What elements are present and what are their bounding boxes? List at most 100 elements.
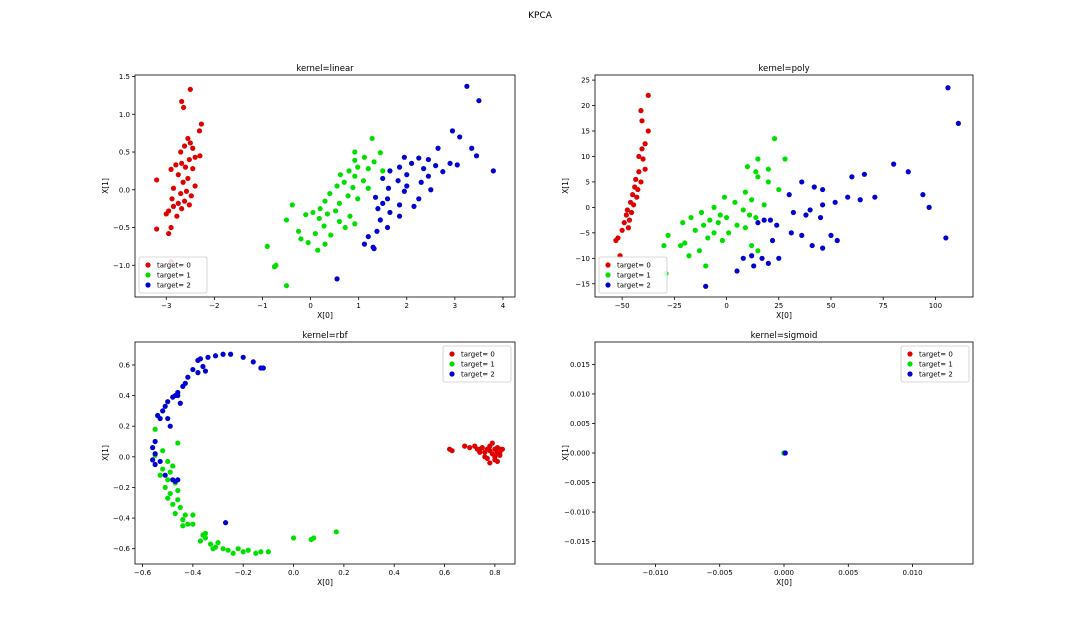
data-point: [711, 230, 717, 236]
data-point: [157, 458, 163, 465]
data-point: [295, 228, 302, 234]
data-point: [494, 458, 500, 465]
data-point: [425, 173, 432, 179]
y-tick-label: 5: [586, 178, 590, 186]
data-point: [160, 408, 166, 414]
data-point: [776, 186, 782, 193]
data-point: [197, 538, 204, 544]
data-point: [786, 192, 792, 198]
figure-suptitle: KPCA: [528, 11, 553, 21]
y-tick-label: −10: [575, 255, 590, 263]
y-tick-label: 15: [581, 128, 590, 136]
data-point: [623, 212, 629, 218]
data-point: [905, 169, 911, 175]
data-point: [707, 217, 713, 223]
data-point: [799, 232, 805, 238]
data-point: [920, 192, 926, 198]
data-point: [177, 504, 183, 510]
data-point: [154, 177, 160, 183]
data-point: [181, 198, 188, 204]
data-point: [162, 484, 168, 491]
data-point: [700, 222, 707, 228]
data-point: [809, 242, 815, 249]
data-point: [185, 175, 191, 182]
data-point: [180, 383, 186, 389]
data-point: [347, 213, 353, 219]
data-point: [317, 206, 323, 212]
data-point: [334, 183, 340, 189]
data-point: [811, 184, 817, 190]
data-point: [454, 162, 460, 168]
data-point: [175, 497, 181, 503]
y-tick-label: 1.5: [119, 73, 130, 81]
data-point: [322, 241, 328, 247]
x-tick-label: 50: [827, 302, 836, 310]
data-point: [375, 206, 381, 212]
data-point: [170, 501, 176, 507]
data-point: [298, 236, 304, 242]
data-point: [321, 223, 327, 229]
data-point: [361, 154, 368, 160]
legend-marker: [605, 282, 611, 288]
legend-marker: [145, 262, 151, 268]
x-tick-label: −0.4: [184, 569, 202, 577]
legend-label: target= 2: [157, 282, 191, 290]
data-point: [872, 194, 878, 200]
data-point: [489, 440, 495, 446]
data-point: [178, 190, 184, 197]
data-point: [168, 166, 174, 172]
legend-box: [598, 256, 668, 294]
series-target-2: [782, 450, 788, 456]
panel-title: kernel=rbf: [302, 331, 348, 341]
x-tick-label: 0.6: [439, 569, 451, 577]
data-point: [385, 185, 392, 191]
data-point: [166, 230, 172, 237]
data-point: [380, 200, 386, 206]
data-point: [774, 222, 780, 228]
data-point: [945, 85, 951, 91]
data-point: [642, 141, 648, 147]
data-point: [416, 196, 422, 202]
panel-rbf: kernel=rbf −0.6 −0.4 −0.2 0.0 0.2 0.4 0.6 0.8 −0.…: [101, 331, 516, 587]
data-point: [636, 153, 642, 160]
data-point: [799, 179, 805, 185]
data-point: [734, 222, 740, 228]
data-point: [926, 204, 932, 210]
data-point: [283, 283, 290, 289]
data-point: [196, 128, 203, 134]
panel-linear: kernel=linear −3 −2 −1 0 1 2 3 4 −1.0 −0.5 0.0 0.5 1.…: [101, 64, 516, 320]
data-point: [832, 199, 838, 205]
data-point: [187, 140, 193, 146]
data-point: [411, 203, 417, 209]
data-point: [372, 194, 379, 200]
data-point: [180, 523, 186, 529]
data-point: [180, 104, 187, 111]
data-point: [645, 92, 651, 98]
legend-marker: [449, 351, 455, 357]
data-point: [625, 225, 632, 231]
data-point: [782, 156, 788, 162]
data-point: [395, 178, 401, 184]
data-point: [749, 197, 755, 203]
y-tick-label: 25: [581, 77, 590, 85]
data-point: [703, 283, 709, 289]
data-point: [154, 226, 160, 232]
data-point: [635, 186, 641, 193]
data-point: [185, 135, 191, 142]
data-point: [749, 253, 755, 259]
y-axis-label: X[1]: [101, 445, 110, 461]
data-point: [640, 156, 646, 162]
data-point: [761, 202, 767, 208]
data-point: [369, 135, 375, 142]
data-point: [387, 209, 393, 216]
y-tick-label: 20: [581, 102, 590, 110]
data-point: [225, 547, 231, 553]
data-point: [336, 200, 343, 206]
data-point: [396, 202, 403, 208]
data-point: [765, 260, 771, 266]
data-point: [698, 209, 705, 216]
data-point: [175, 172, 181, 178]
data-point: [421, 166, 427, 172]
y-tick-label: 0.4: [119, 392, 131, 400]
x-axis-label: X[0]: [317, 578, 333, 587]
